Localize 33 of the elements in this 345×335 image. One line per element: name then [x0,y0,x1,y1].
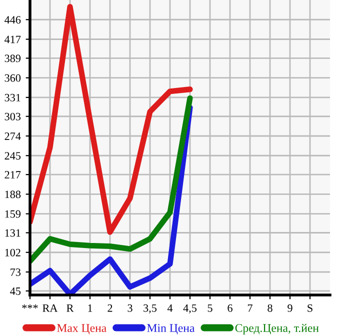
x-tick-label: 7 [248,304,252,312]
legend-label: Max Цена [57,324,106,334]
x-tick-label: 1 [88,304,92,312]
x-tick-label: 2 [108,304,112,312]
y-tick-label: 331 [4,94,20,102]
y-tick-label: 102 [5,248,20,256]
legend-label: Min Цена [147,324,195,334]
x-tick-label: 4,5 [183,304,197,314]
x-tick-label: 5 [208,304,212,312]
y-tick-label: 446 [4,16,21,24]
y-tick-label: 245 [4,152,21,160]
y-tick-label: 360 [4,74,21,82]
x-tick-label: 4 [167,304,173,312]
x-tick-label: 3,5 [144,304,157,314]
y-tick-label: 188 [5,190,21,198]
y-tick-label: 45 [10,287,21,295]
y-tick-label: 217 [4,171,21,178]
x-tick-label: 3 [128,304,132,312]
y-tick-label: 274 [4,132,21,140]
x-tick-label: S [308,304,312,312]
x-tick-label: *** [22,304,38,309]
y-tick-label: 159 [5,210,21,218]
x-tick-label: R [66,304,74,312]
x-tick-label: 9 [288,304,292,312]
x-tick-label: 6 [228,304,232,312]
y-tick-label: 303 [4,112,21,120]
y-tick-label: 131 [5,229,20,237]
legend-label: Сред.Цена, т.йен [235,324,319,334]
y-tick-label: 417 [4,36,21,44]
x-tick-label: 8 [268,304,272,312]
y-tick-label: 73 [10,268,21,276]
y-tick-label: 389 [4,54,21,62]
x-tick-label: RA [42,304,58,312]
